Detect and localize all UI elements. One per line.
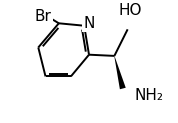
Text: HO: HO (118, 2, 142, 17)
Text: NH₂: NH₂ (135, 88, 164, 103)
Polygon shape (114, 56, 126, 89)
Text: N: N (83, 16, 95, 31)
Text: Br: Br (35, 9, 52, 23)
